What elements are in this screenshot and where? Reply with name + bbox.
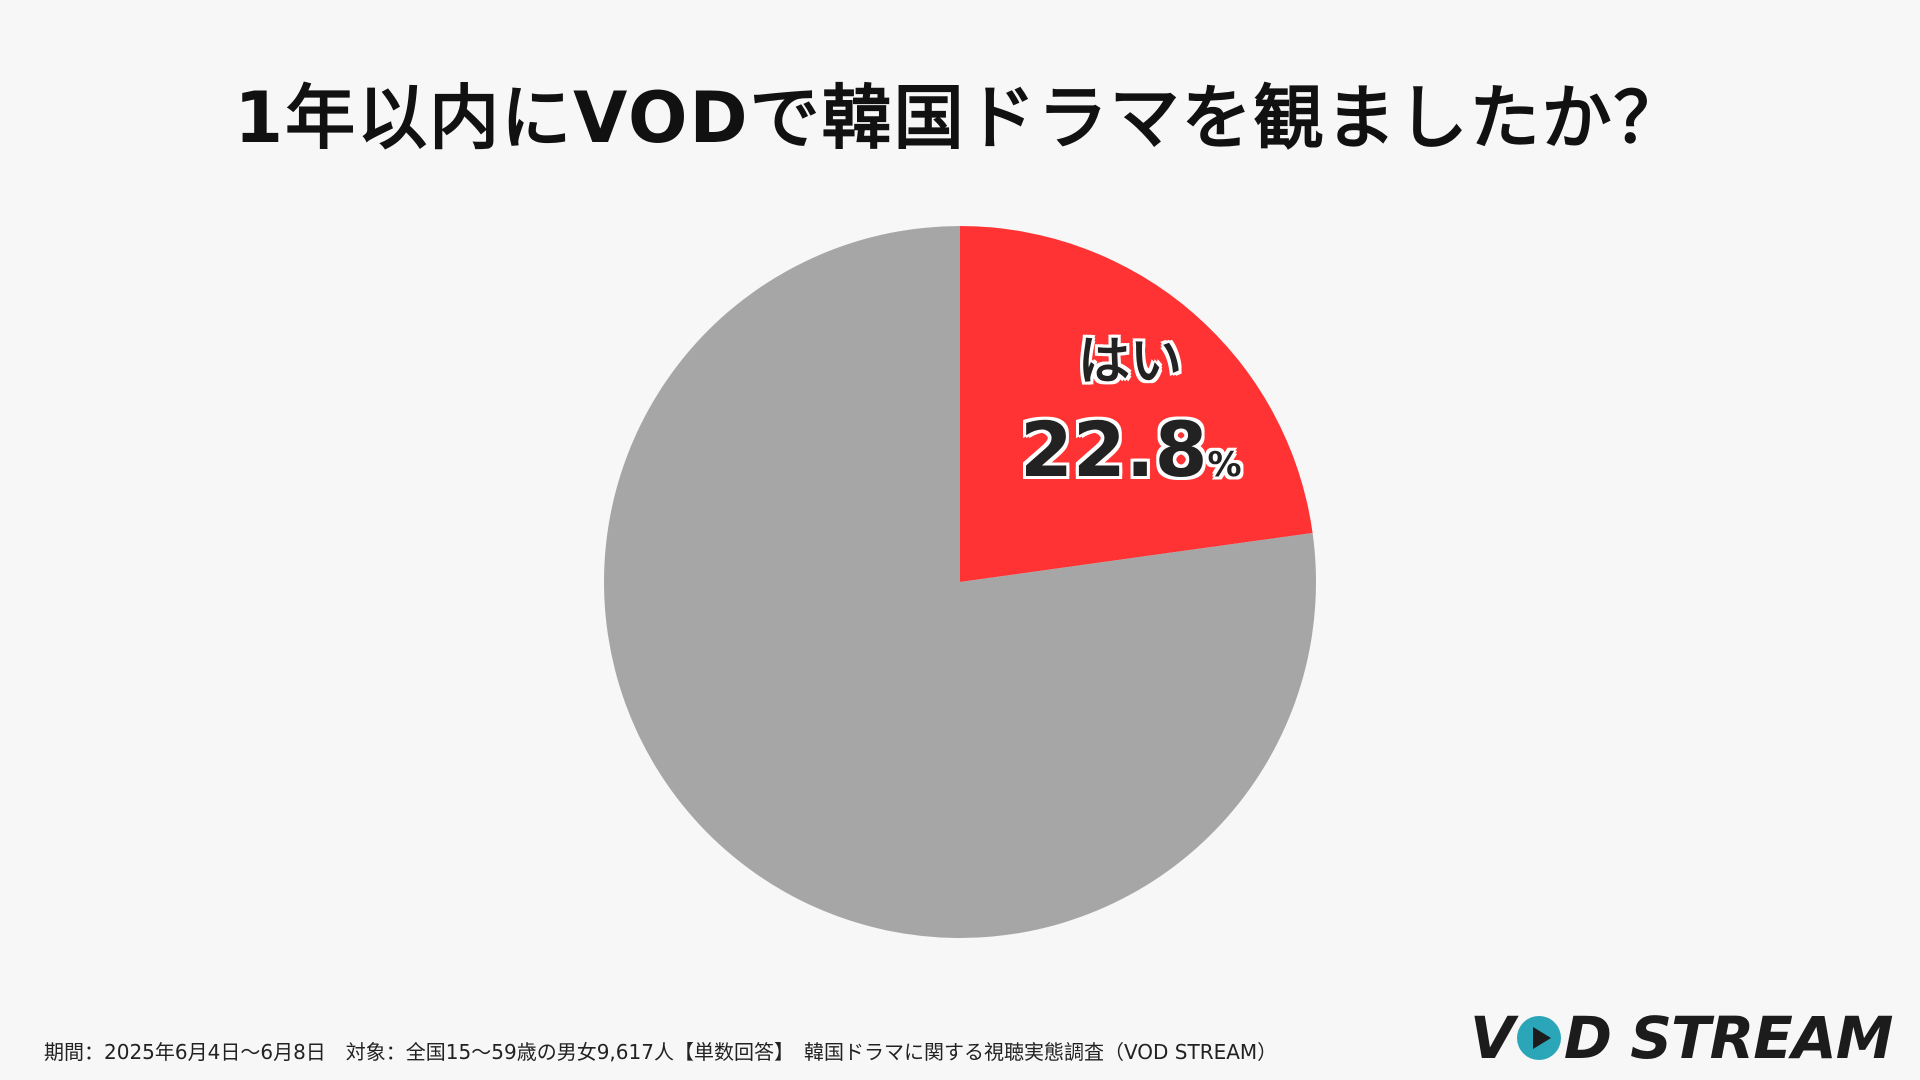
slice-value-unit: % [1207, 445, 1242, 485]
survey-footnote: 期間：2025年6月4日〜6月8日 対象：全国15〜59歳の男女9,617人【単… [44, 1040, 1278, 1064]
pie-slice-other [604, 226, 1316, 938]
slice-value-label: 22.8% [1020, 405, 1242, 507]
chart-title: 1年以内にVODで韓国ドラマを観ましたか？ [234, 77, 1686, 159]
logo-wordmark: V D STREAM [1470, 1004, 1893, 1072]
pie-slice-hai [960, 226, 1313, 582]
slice-value-number: 22.8 [1020, 405, 1208, 494]
slice-label-name: はい [1077, 332, 1182, 392]
vod-stream-logo: V D STREAM [1470, 1008, 1893, 1068]
play-icon [1516, 1016, 1561, 1060]
slice-label-hai: はい 22.8% [1020, 330, 1242, 507]
